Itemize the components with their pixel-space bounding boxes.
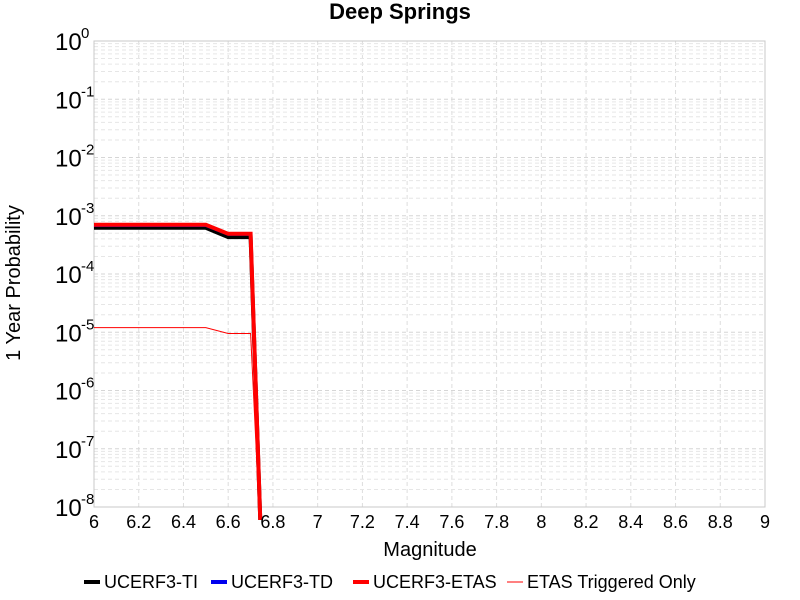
- x-tick-label: 7.2: [350, 512, 375, 532]
- y-tick-exponent: -7: [81, 433, 94, 450]
- y-tick-label: 10: [55, 87, 82, 114]
- x-tick-label: 6: [89, 512, 99, 532]
- y-tick-label: 10: [55, 204, 82, 231]
- y-tick-exponent: -5: [81, 316, 94, 333]
- legend: UCERF3-TI UCERF3-TD UCERF3-ETAS ETAS Trigge…: [84, 572, 696, 592]
- x-tick-label: 6.8: [260, 512, 285, 532]
- series-group: [94, 222, 263, 520]
- y-tick-label: 10: [55, 437, 82, 464]
- chart-title: Deep Springs: [329, 0, 471, 24]
- y-axis-label: 1 Year Probability: [3, 205, 25, 361]
- x-tick-label: 8: [536, 512, 546, 532]
- x-tick-label: 7.4: [395, 512, 420, 532]
- y-tick-exponent: -3: [81, 200, 94, 217]
- y-tick-label: 10: [55, 29, 82, 56]
- x-tick-label: 7: [313, 512, 323, 532]
- y-tick-label: 10: [55, 379, 82, 406]
- y-tick-label: 10: [55, 262, 82, 289]
- y-tick-exponent: -8: [81, 491, 94, 508]
- x-tick-label: 6.6: [216, 512, 241, 532]
- legend-label: UCERF3-TI: [104, 572, 198, 592]
- x-tick-label: 8.4: [618, 512, 643, 532]
- y-tick-label: 10: [55, 495, 82, 522]
- y-tick-exponent: -6: [81, 375, 94, 392]
- x-tick-label: 6.4: [171, 512, 196, 532]
- y-tick-exponent: -2: [81, 142, 94, 159]
- x-tick-label: 9: [760, 512, 770, 532]
- y-tick-exponent: 0: [81, 25, 89, 42]
- series-line-ucerf3-etas: [94, 222, 263, 520]
- y-tick-exponent: -1: [81, 83, 94, 100]
- x-tick-label: 7.6: [439, 512, 464, 532]
- series-line-etas-triggered-only: [94, 327, 261, 520]
- x-tick-label: 7.8: [484, 512, 509, 532]
- legend-label: ETAS Triggered Only: [527, 572, 696, 592]
- grid: [93, 41, 766, 508]
- x-tick-label: 8.6: [663, 512, 688, 532]
- x-tick-label: 8.8: [708, 512, 733, 532]
- legend-label: UCERF3-TD: [231, 572, 333, 592]
- y-tick-exponent: -4: [81, 258, 94, 275]
- x-axis-label: Magnitude: [383, 539, 476, 561]
- legend-label: UCERF3-ETAS: [373, 572, 497, 592]
- y-tick-label: 10: [55, 320, 82, 347]
- x-axis-ticks: 6 6.2 6.4 6.6 6.8 7 7.2 7.4 7.6 7.8 8 8.2 8.4 8.6 8.8 9: [89, 512, 770, 532]
- x-tick-label: 8.2: [574, 512, 599, 532]
- y-tick-label: 10: [55, 146, 82, 173]
- x-tick-label: 6.2: [126, 512, 151, 532]
- plot-area: [93, 40, 766, 508]
